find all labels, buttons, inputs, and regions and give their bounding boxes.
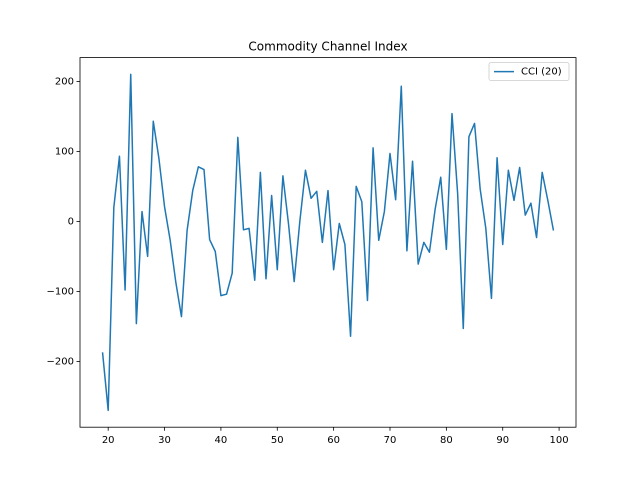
x-tick-label: 20 xyxy=(102,435,115,446)
plot-frame xyxy=(79,57,577,428)
y-tick-label: −100 xyxy=(47,286,74,297)
chart-title: Commodity Channel Index xyxy=(248,40,407,54)
y-tick-label: 0 xyxy=(68,216,74,227)
x-tick-label: 30 xyxy=(158,435,171,446)
x-tick-label: 60 xyxy=(327,435,340,446)
x-tick-label: 50 xyxy=(271,435,284,446)
x-tick-label: 70 xyxy=(384,435,397,446)
data-line xyxy=(101,73,555,412)
y-tick-label: −200 xyxy=(47,356,74,367)
y-tick-label: 200 xyxy=(55,76,74,87)
legend-label: CCI (20) xyxy=(521,67,562,78)
y-tick-label: 100 xyxy=(55,146,74,157)
x-tick-label: 40 xyxy=(215,435,228,446)
x-tick-label: 80 xyxy=(440,435,453,446)
x-tick-label: 90 xyxy=(496,435,509,446)
legend-box xyxy=(488,62,570,81)
x-tick-label: 100 xyxy=(550,435,569,446)
